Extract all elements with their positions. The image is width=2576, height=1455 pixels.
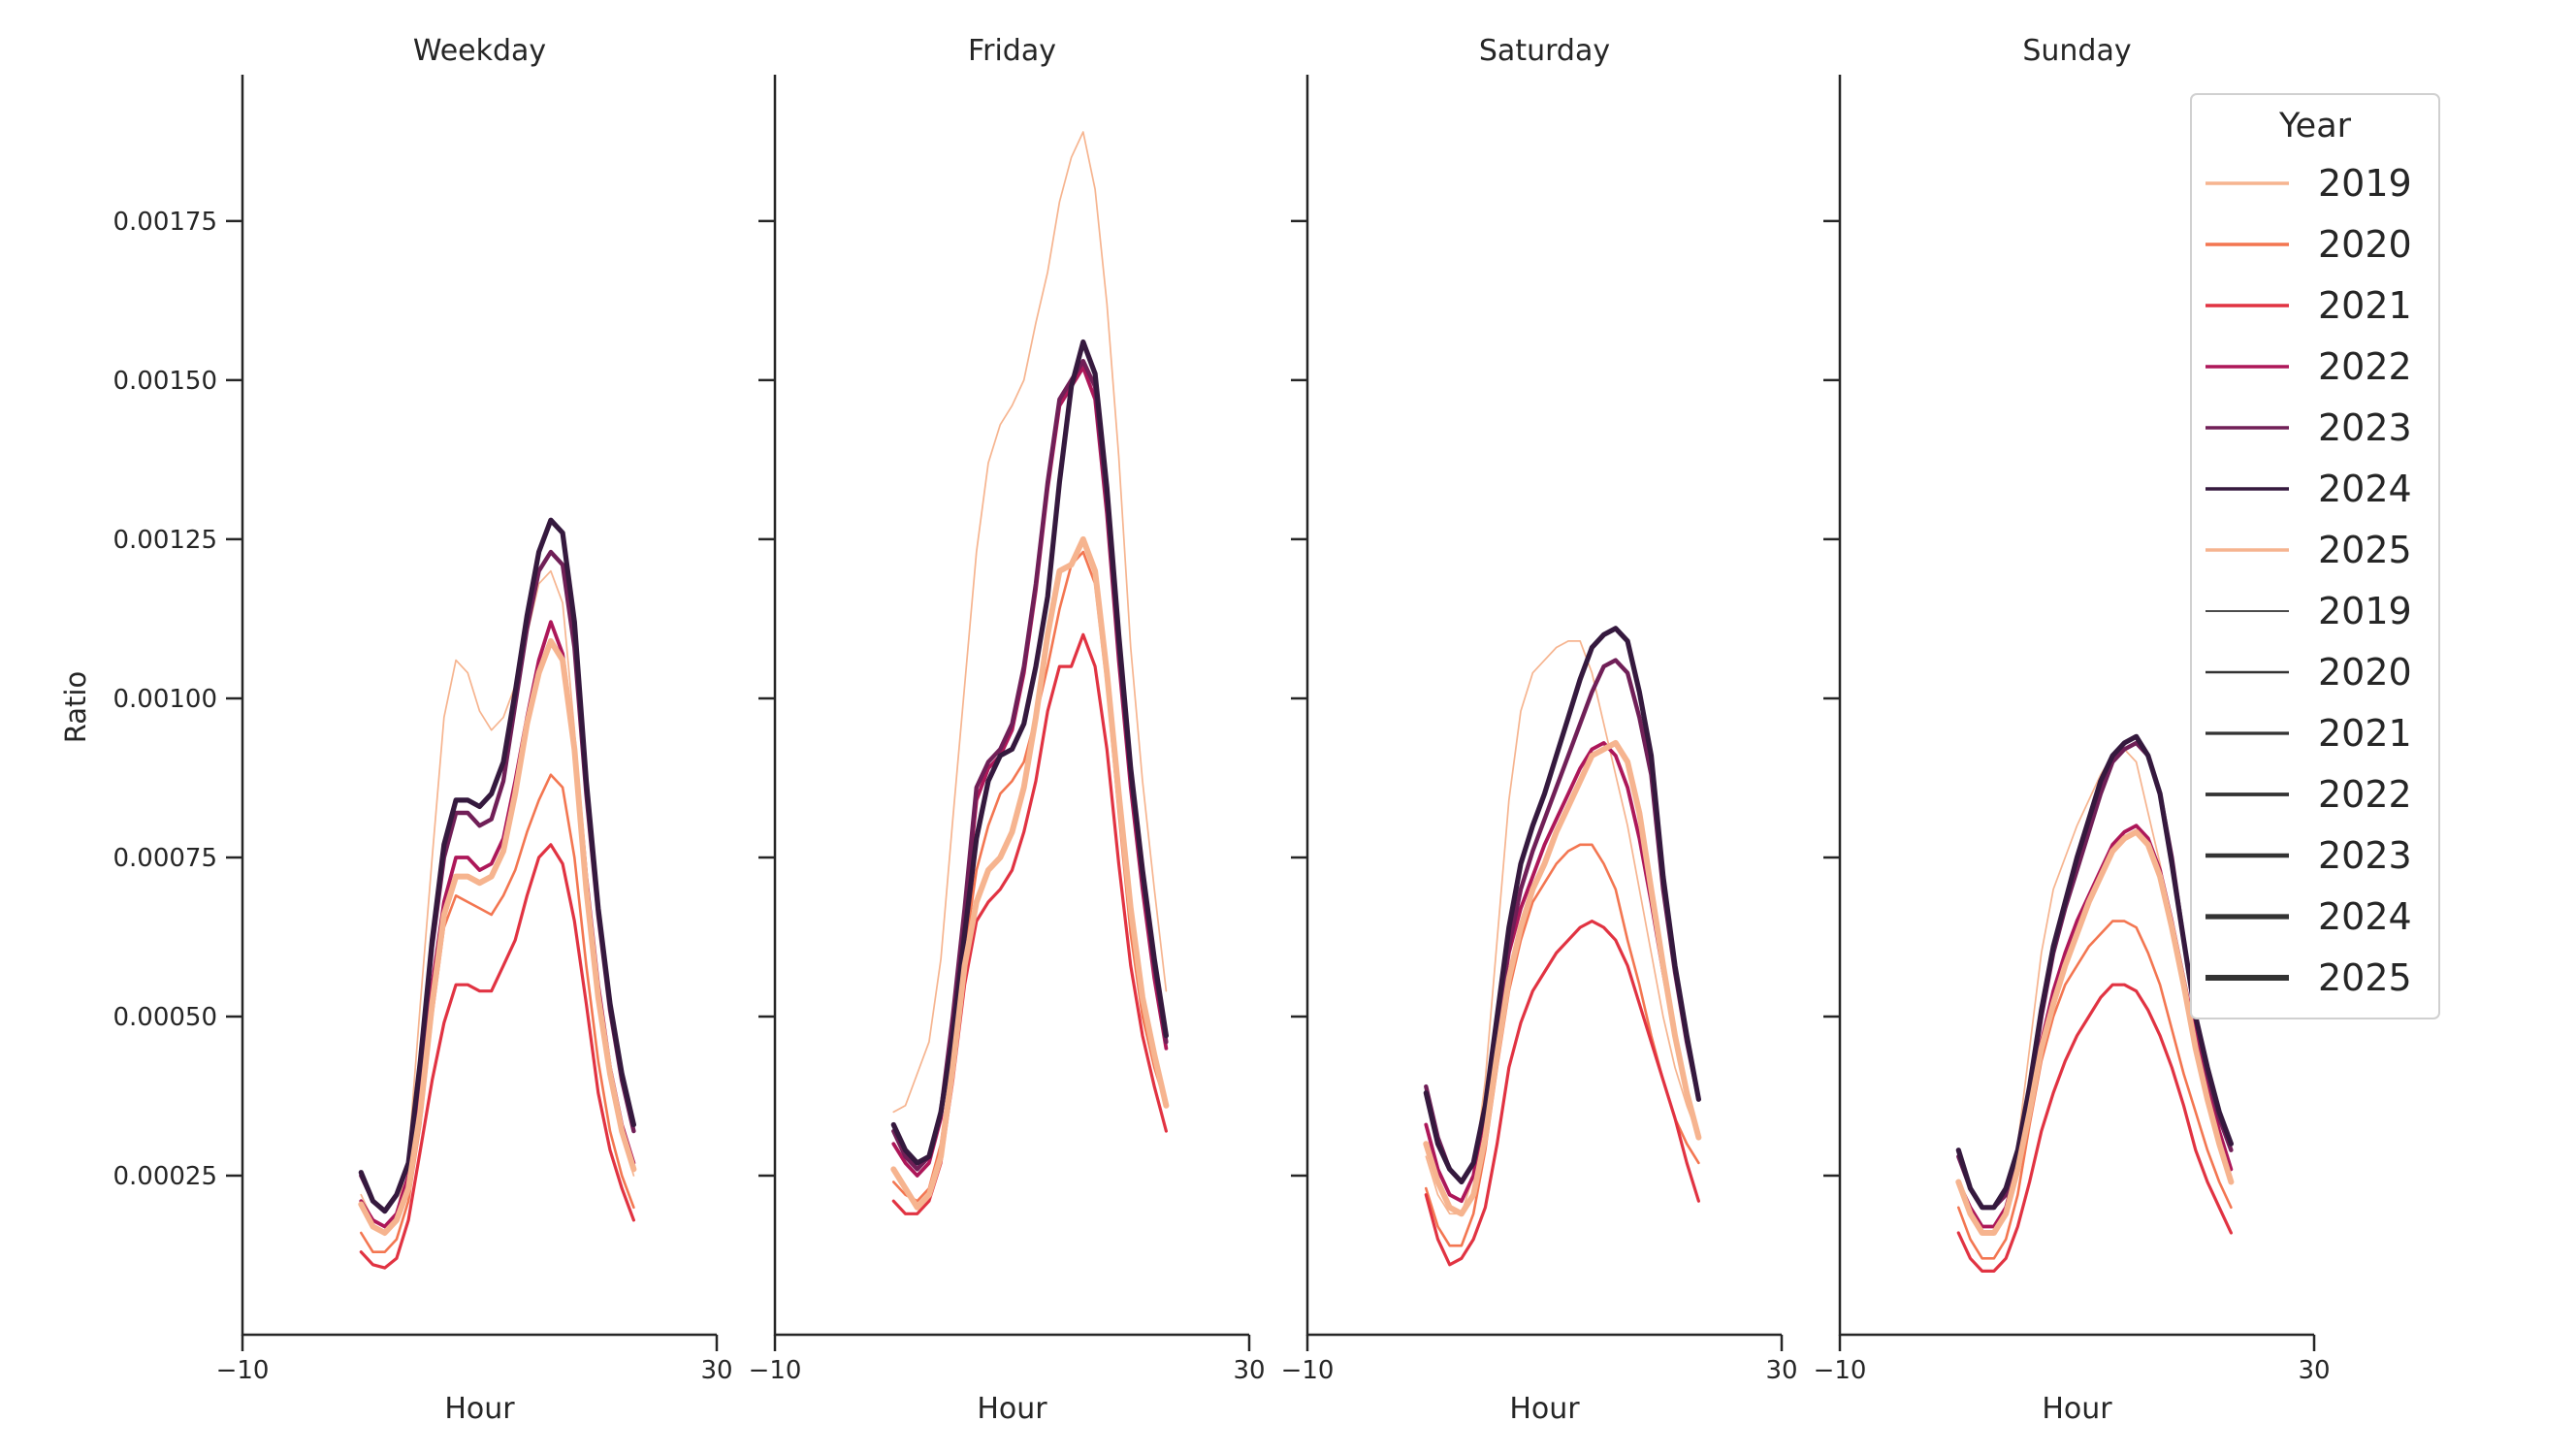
x-axis-label: Hour xyxy=(2042,1392,2112,1426)
legend-label: 2020 xyxy=(2318,651,2412,694)
panel-weekday: Weekday 0.00025 0.00050 0.00075 0.00100 0.001… xyxy=(113,34,732,1426)
panel-saturday: Saturday −10 30 Hour xyxy=(1281,34,1798,1426)
panel-title: Friday xyxy=(968,34,1056,68)
x-axis-label: Hour xyxy=(977,1392,1047,1426)
y-tick-label: 0.00075 xyxy=(113,844,217,873)
series-line-2025 xyxy=(1423,739,1702,1217)
legend-label: 2023 xyxy=(2318,834,2412,877)
panel-sunday: Sunday −10 30 Hour xyxy=(1814,34,2331,1426)
series-line-2020 xyxy=(1957,920,2233,1260)
series-line-2024 xyxy=(358,517,637,1214)
panel-title: Sunday xyxy=(2022,34,2131,68)
series-line-2020 xyxy=(359,773,635,1253)
series-line-2024 xyxy=(890,339,1170,1166)
legend-box xyxy=(2190,93,2440,1019)
legend: Year 2019 2020 2021 2022 2023 2024 2025 2019 2020… xyxy=(2190,93,2440,1019)
legend-label: 2019 xyxy=(2318,590,2412,632)
legend-label: 2023 xyxy=(2318,406,2412,449)
panel-friday: Friday −10 30 Hour xyxy=(749,34,1266,1426)
x-tick-label: −10 xyxy=(216,1356,270,1385)
x-axis-label: Hour xyxy=(1509,1392,1580,1426)
y-tick-label: 0.00025 xyxy=(113,1162,217,1191)
legend-label: 2022 xyxy=(2318,773,2412,816)
series-line-2025 xyxy=(358,637,637,1236)
series-line-2025 xyxy=(890,535,1170,1211)
y-tick-label: 0.00050 xyxy=(113,1003,217,1032)
x-tick-label: 30 xyxy=(700,1356,732,1385)
panel-title: Weekday xyxy=(413,34,546,68)
legend-label: 2020 xyxy=(2318,223,2412,266)
legend-label: 2024 xyxy=(2318,895,2412,938)
x-axis-label: Hour xyxy=(444,1392,515,1426)
x-tick-label: −10 xyxy=(749,1356,802,1385)
legend-label: 2025 xyxy=(2318,956,2412,999)
series-line-2021 xyxy=(1956,983,2233,1274)
legend-label: 2019 xyxy=(2318,162,2412,205)
series-line-2024 xyxy=(1955,733,2234,1211)
legend-title: Year xyxy=(2278,107,2352,146)
x-tick-label: −10 xyxy=(1814,1356,1867,1385)
series-line-2019 xyxy=(892,131,1168,1114)
series-line-2024 xyxy=(1423,626,1702,1185)
series-line-2021 xyxy=(359,843,636,1270)
x-tick-label: −10 xyxy=(1281,1356,1335,1385)
series-line-2019 xyxy=(360,569,635,1228)
legend-label: 2021 xyxy=(2318,712,2412,755)
y-tick-label: 0.00150 xyxy=(113,367,217,396)
panel-title: Saturday xyxy=(1479,34,1610,68)
legend-label: 2025 xyxy=(2318,529,2412,571)
legend-label: 2021 xyxy=(2318,284,2412,327)
y-tick-label: 0.00175 xyxy=(113,208,217,237)
x-tick-label: 30 xyxy=(2298,1356,2330,1385)
y-axis-label: Ratio xyxy=(59,671,92,743)
y-tick-label: 0.00125 xyxy=(113,526,217,555)
legend-label: 2024 xyxy=(2318,468,2412,510)
series-line-2023 xyxy=(359,549,636,1213)
series-line-2025 xyxy=(1955,828,2235,1236)
y-tick-label: 0.00100 xyxy=(113,685,217,714)
x-tick-label: 30 xyxy=(1233,1356,1265,1385)
series-line-2020 xyxy=(1425,843,1700,1247)
series-line-2021 xyxy=(1424,919,1701,1267)
series-line-2022 xyxy=(891,365,1169,1178)
legend-label: 2022 xyxy=(2318,345,2412,388)
x-tick-label: 30 xyxy=(1765,1356,1797,1385)
